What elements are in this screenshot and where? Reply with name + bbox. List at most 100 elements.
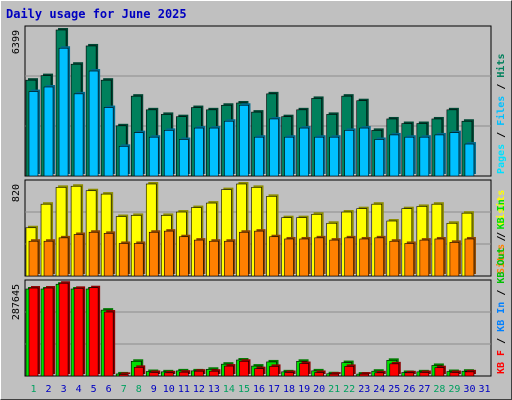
bar-sites-7 bbox=[118, 243, 129, 277]
bar-kb_f-23 bbox=[359, 373, 370, 377]
bar-sites-2 bbox=[43, 240, 54, 277]
bar-files-6 bbox=[103, 107, 114, 177]
bar-sites-29 bbox=[449, 242, 460, 277]
ymax-label-middle: 820 bbox=[11, 184, 22, 202]
x-tick-label-22: 22 bbox=[343, 384, 355, 395]
legend-middle: Sites / Visits bbox=[495, 190, 507, 274]
bar-files-12 bbox=[194, 127, 204, 177]
bar-sites-4 bbox=[73, 234, 84, 277]
bar-files-2 bbox=[43, 86, 54, 177]
bar-kb_f-16 bbox=[254, 368, 264, 377]
bar-kb_f-30 bbox=[464, 371, 475, 377]
bar-files-1 bbox=[28, 91, 39, 177]
bar-files-20 bbox=[314, 136, 324, 177]
bar-files-30 bbox=[464, 143, 475, 177]
legend-top-item-4: Hits bbox=[495, 54, 507, 78]
legend-middle-item-1: / bbox=[496, 232, 507, 238]
bar-files-22 bbox=[344, 130, 354, 177]
x-tick-label-11: 11 bbox=[178, 384, 190, 395]
x-tick-label-14: 14 bbox=[223, 384, 235, 395]
chart-title: Daily usage for June 2025 bbox=[6, 7, 187, 21]
bar-kb_f-26 bbox=[404, 372, 415, 377]
legend-middle-item-2: Visits bbox=[495, 190, 507, 226]
bar-files-28 bbox=[434, 134, 445, 177]
bar-sites-24 bbox=[374, 237, 385, 277]
bar-kb_f-29 bbox=[449, 372, 460, 377]
x-tick-label-8: 8 bbox=[136, 384, 142, 395]
bar-sites-30 bbox=[464, 238, 475, 277]
bar-kb_f-24-shadow bbox=[376, 370, 386, 374]
x-tick-label-10: 10 bbox=[163, 384, 175, 395]
bar-files-14 bbox=[224, 120, 234, 177]
bar-sites-22 bbox=[344, 237, 354, 277]
bar-files-17 bbox=[269, 118, 279, 177]
legend-bottom-item-3: / bbox=[496, 290, 507, 296]
bar-kb_f-13 bbox=[209, 370, 219, 377]
bar-sites-19 bbox=[299, 238, 309, 277]
bar-files-27 bbox=[419, 136, 430, 177]
bar-kb_f-2 bbox=[43, 287, 54, 377]
bar-kb_f-4 bbox=[73, 288, 84, 377]
x-tick-label-5: 5 bbox=[91, 384, 97, 395]
bar-sites-11 bbox=[179, 236, 189, 277]
bar-files-4 bbox=[73, 93, 84, 177]
bar-files-10 bbox=[163, 130, 174, 177]
x-tick-label-1: 1 bbox=[31, 384, 37, 395]
legend-top: Pages / Files / Hits bbox=[495, 54, 507, 175]
x-tick-label-15: 15 bbox=[238, 384, 250, 395]
ymax-label-bottom: 287645 bbox=[11, 284, 22, 320]
legend-bottom-item-4: KB Out bbox=[496, 247, 507, 283]
bar-sites-20 bbox=[314, 237, 324, 277]
bar-sites-12 bbox=[194, 239, 204, 277]
legend-bottom-item-2: KB In bbox=[496, 302, 507, 332]
bar-kb_f-7 bbox=[118, 374, 129, 377]
bar-sites-28 bbox=[434, 238, 445, 277]
x-tick-label-4: 4 bbox=[76, 384, 82, 395]
bar-sites-14 bbox=[224, 240, 234, 277]
bar-kb_f-27 bbox=[419, 372, 430, 377]
bar-kb_f-17 bbox=[269, 366, 279, 377]
bar-kb_f-28 bbox=[434, 367, 445, 377]
x-tick-label-13: 13 bbox=[208, 384, 220, 395]
x-tick-label-26: 26 bbox=[403, 384, 415, 395]
bar-sites-8 bbox=[133, 243, 144, 277]
bar-files-16 bbox=[254, 136, 264, 177]
bar-kb_f-3 bbox=[58, 282, 69, 377]
x-tick-label-7: 7 bbox=[121, 384, 127, 395]
bar-sites-18 bbox=[284, 238, 294, 277]
bar-kb_f-21 bbox=[329, 373, 339, 377]
bar-files-3 bbox=[58, 47, 69, 177]
bar-files-15 bbox=[239, 104, 249, 177]
bar-sites-21 bbox=[329, 239, 339, 277]
legend-middle-item-0: Sites bbox=[495, 244, 507, 274]
legend-bottom-item-6: KB In bbox=[496, 199, 507, 229]
bar-sites-6 bbox=[103, 233, 114, 277]
bar-kb_f-14 bbox=[224, 365, 234, 377]
bar-kb_f-22 bbox=[344, 366, 354, 377]
legend-bottom: KB F / KB In / KB Out / KB In bbox=[496, 199, 507, 374]
x-tick-label-20: 20 bbox=[313, 384, 325, 395]
bar-sites-9 bbox=[148, 231, 159, 277]
x-tick-label-16: 16 bbox=[253, 384, 265, 395]
bar-files-9 bbox=[148, 136, 159, 177]
bar-kb_f-15 bbox=[239, 360, 249, 377]
bar-sites-25 bbox=[389, 240, 400, 277]
x-tick-label-3: 3 bbox=[61, 384, 67, 395]
x-tick-label-2: 2 bbox=[46, 384, 52, 395]
bar-kb_f-10-shadow bbox=[166, 370, 176, 374]
bar-sites-5 bbox=[88, 231, 99, 277]
bar-sites-23 bbox=[359, 238, 370, 277]
bar-files-29 bbox=[449, 132, 460, 177]
bar-kb_f-24 bbox=[374, 372, 385, 377]
bar-files-7 bbox=[118, 146, 129, 177]
bar-sites-15 bbox=[239, 231, 249, 277]
x-tick-label-23: 23 bbox=[358, 384, 370, 395]
bar-sites-1 bbox=[28, 240, 39, 277]
bar-sites-13 bbox=[209, 240, 219, 277]
x-tick-label-17: 17 bbox=[268, 384, 280, 395]
x-tick-label-21: 21 bbox=[328, 384, 340, 395]
bar-sites-26 bbox=[404, 243, 415, 277]
bar-files-5 bbox=[88, 70, 99, 177]
bar-kb_f-26-shadow bbox=[406, 370, 416, 374]
